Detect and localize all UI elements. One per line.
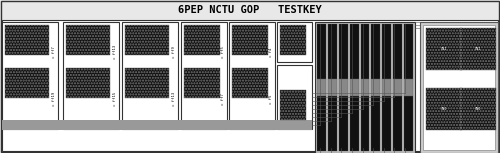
Bar xyxy=(229,22,275,129)
Bar xyxy=(360,79,370,96)
Text: = ff19: = ff19 xyxy=(52,92,56,106)
Bar xyxy=(360,24,370,79)
Bar xyxy=(2,20,498,151)
Bar xyxy=(372,24,380,79)
Bar xyxy=(404,96,413,151)
Bar xyxy=(280,90,306,120)
Text: = ff13: = ff13 xyxy=(172,92,176,106)
Bar xyxy=(317,24,326,79)
Bar xyxy=(66,25,110,55)
Bar xyxy=(328,24,337,79)
Bar xyxy=(426,88,462,130)
Bar xyxy=(460,28,496,70)
Bar xyxy=(280,25,306,55)
Bar xyxy=(184,68,220,98)
Text: = f5: = f5 xyxy=(269,94,273,104)
Bar xyxy=(393,79,402,96)
Bar xyxy=(2,22,58,129)
Bar xyxy=(317,79,326,96)
Bar xyxy=(5,68,49,98)
Bar xyxy=(328,79,337,96)
Bar xyxy=(460,28,496,70)
Bar xyxy=(232,68,268,98)
Bar xyxy=(315,22,415,153)
Bar xyxy=(181,22,227,129)
Bar xyxy=(393,96,402,151)
Bar xyxy=(280,90,306,120)
Bar xyxy=(372,96,380,151)
Bar xyxy=(125,25,169,55)
Bar xyxy=(5,68,49,98)
Bar xyxy=(232,25,268,55)
Bar xyxy=(277,22,312,62)
Bar xyxy=(350,24,358,79)
Bar xyxy=(350,96,358,151)
Bar xyxy=(460,88,496,130)
Bar xyxy=(232,25,268,55)
Text: = ff7: = ff7 xyxy=(52,46,56,58)
Bar xyxy=(339,24,347,79)
Bar xyxy=(382,24,391,79)
Text: 6PEP NCTU GOP   TESTKEY: 6PEP NCTU GOP TESTKEY xyxy=(178,5,322,15)
Bar xyxy=(460,88,496,130)
Text: CNO: CNO xyxy=(441,107,447,111)
Bar xyxy=(426,28,462,70)
Bar xyxy=(382,79,391,96)
Bar xyxy=(2,120,312,130)
Text: CNI: CNI xyxy=(441,47,447,51)
Bar xyxy=(339,79,347,96)
Bar xyxy=(420,22,498,153)
Text: = ff5: = ff5 xyxy=(221,46,225,58)
Text: CNO: CNO xyxy=(475,107,481,111)
Bar xyxy=(393,24,402,79)
Bar xyxy=(277,65,312,129)
Text: = f4: = f4 xyxy=(269,47,273,57)
Bar xyxy=(5,25,49,55)
Bar xyxy=(423,25,495,150)
Text: = ff9: = ff9 xyxy=(172,46,176,58)
Bar xyxy=(328,96,337,151)
Bar xyxy=(125,25,169,55)
Bar xyxy=(317,96,326,151)
Bar xyxy=(122,22,178,129)
Bar xyxy=(280,25,306,55)
Text: = ff13: = ff13 xyxy=(113,45,117,59)
Bar xyxy=(426,28,462,70)
Bar xyxy=(184,25,220,55)
Text: CNI: CNI xyxy=(475,47,481,51)
Bar xyxy=(184,68,220,98)
Bar xyxy=(184,25,220,55)
Bar xyxy=(63,22,119,129)
Bar xyxy=(5,25,49,55)
Bar xyxy=(372,79,380,96)
Bar xyxy=(66,68,110,98)
Bar xyxy=(339,96,347,151)
Bar xyxy=(382,96,391,151)
Bar xyxy=(404,79,413,96)
Bar xyxy=(350,79,358,96)
Bar xyxy=(360,96,370,151)
Bar xyxy=(404,24,413,79)
Bar xyxy=(125,68,169,98)
Text: = ff15: = ff15 xyxy=(113,92,117,106)
Bar xyxy=(426,88,462,130)
Bar xyxy=(232,68,268,98)
Text: = ff7: = ff7 xyxy=(221,93,225,105)
Bar xyxy=(125,68,169,98)
Bar xyxy=(66,68,110,98)
Bar xyxy=(66,25,110,55)
